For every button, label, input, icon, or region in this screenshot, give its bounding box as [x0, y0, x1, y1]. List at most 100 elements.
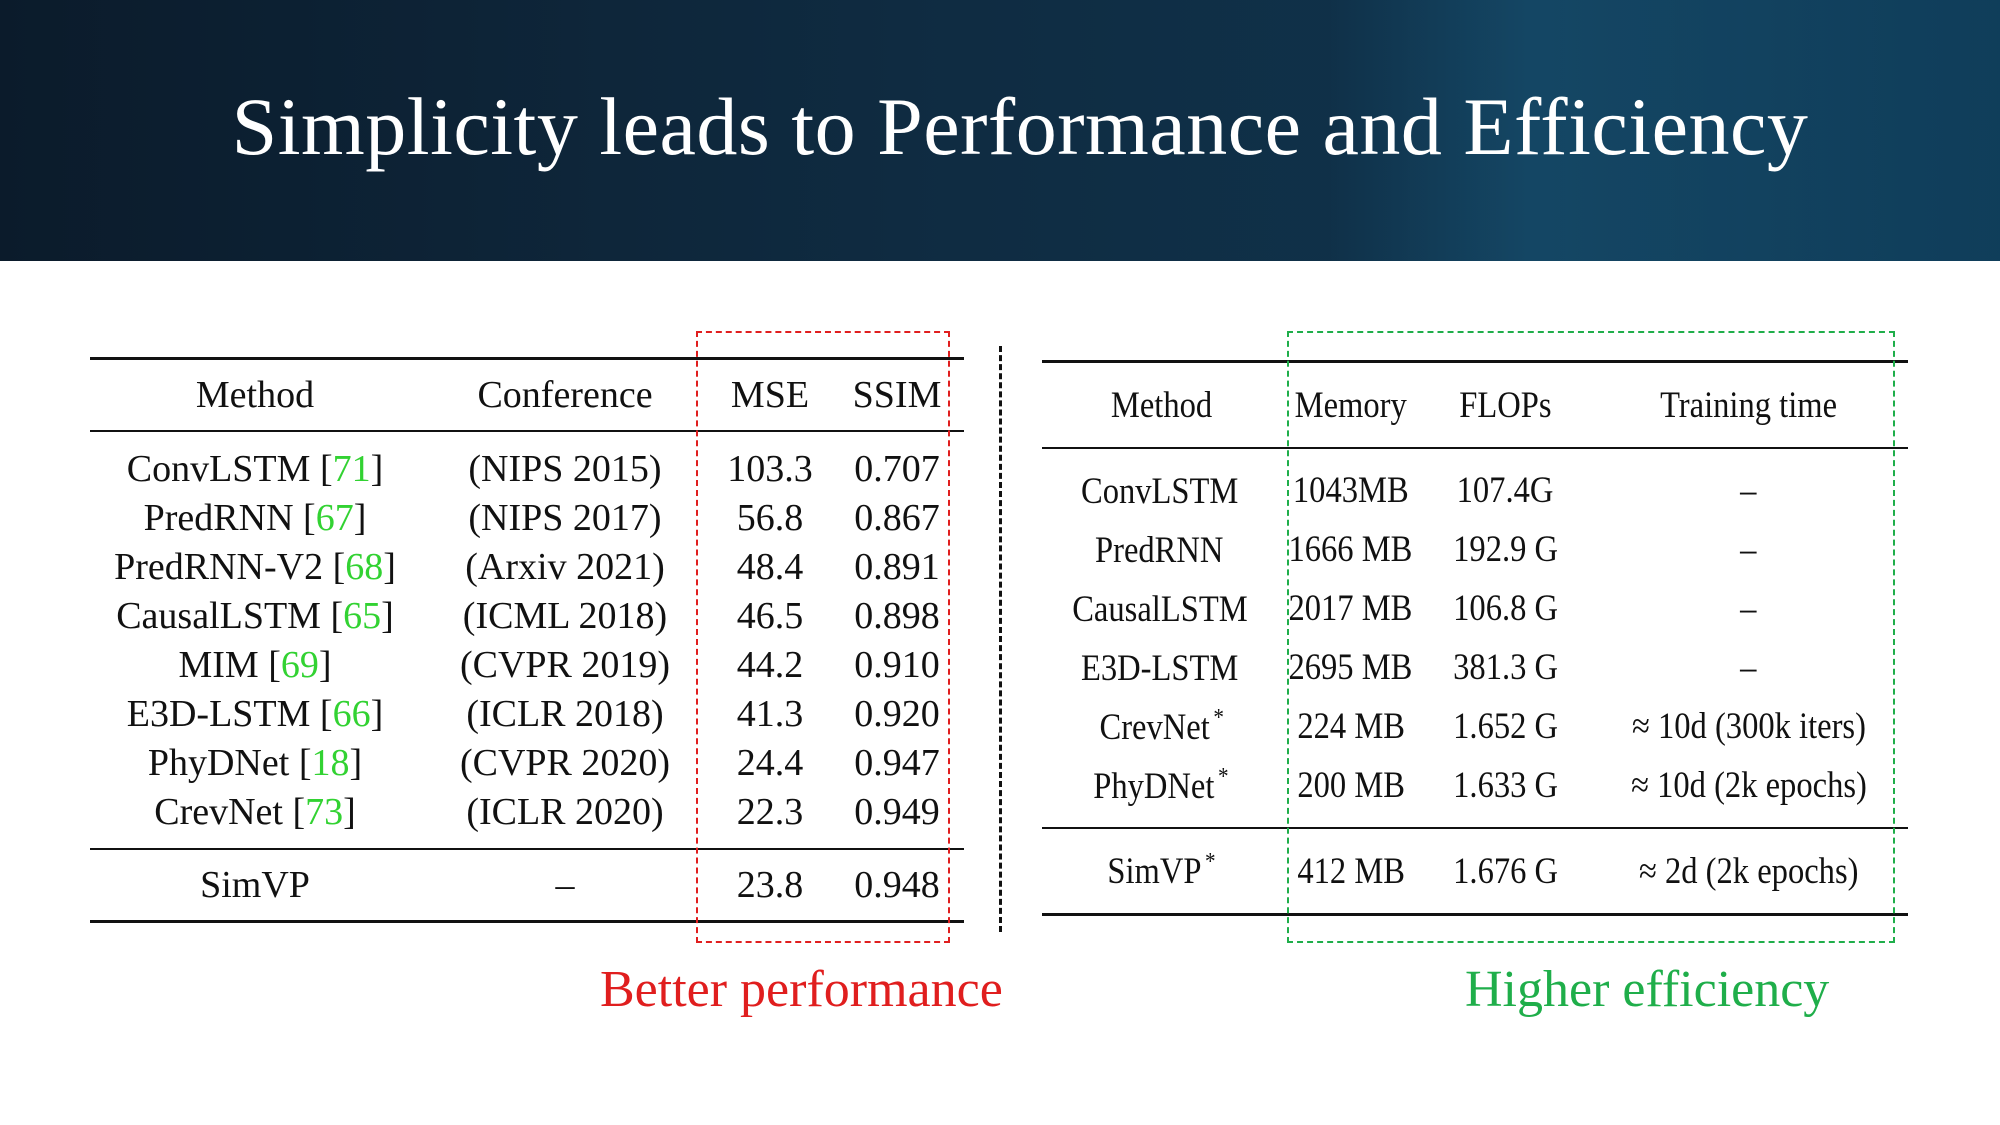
citation-ref[interactable]: 66	[332, 692, 371, 735]
table-row: CrevNet [73] (ICLR 2020) 22.3 0.949	[90, 787, 964, 849]
header-flops: FLOPs	[1421, 360, 1590, 449]
method-name: MIM	[178, 643, 259, 686]
method-cell: SimVP *	[1042, 827, 1281, 916]
conference-cell: (ICLR 2018)	[466, 692, 664, 735]
conference-cell: (ICLR 2020)	[466, 790, 664, 833]
method-cell: PredRNN-V2 [68]	[114, 545, 396, 588]
flops-cell: 106.8 G	[1452, 588, 1558, 629]
asterisk-marker: *	[1218, 763, 1229, 790]
performance-table: Method Conference MSE SSIM ConvLSTM [71]…	[90, 357, 964, 923]
table-row: PredRNN 1666 MB 192.9 G –	[1042, 520, 1908, 579]
method-cell: PredRNN [67]	[143, 496, 367, 539]
method-cell: E3D-LSTM	[1042, 638, 1280, 697]
ssim-cell: 0.910	[854, 643, 940, 686]
mse-cell: 41.3	[736, 692, 804, 735]
method-name: SimVP	[1107, 851, 1202, 892]
simvp-row: SimVP –23.8 0.948	[90, 848, 964, 923]
header-method: Method	[90, 357, 420, 432]
memory-cell: 200 MB	[1297, 765, 1405, 806]
method-cell: CrevNet *	[1042, 697, 1280, 756]
table-row: E3D-LSTM 2695 MB 381.3 G –	[1042, 638, 1908, 697]
ssim-cell: 0.920	[854, 692, 940, 735]
flops-cell: 1.633 G	[1452, 765, 1558, 806]
flops-cell: 1.676 G	[1421, 827, 1590, 916]
method-cell: MIM [69]	[178, 643, 332, 686]
ssim-cell: 0.949	[854, 790, 940, 833]
method-name: PredRNN-V2	[114, 545, 324, 588]
method-name: ConvLSTM	[126, 447, 311, 490]
mse-cell: 48.4	[736, 545, 804, 588]
training-time-cell: –	[1740, 529, 1757, 570]
method-name: CausalLSTM	[116, 594, 321, 637]
mse-cell: 56.8	[736, 496, 804, 539]
conference-cell: (CVPR 2020)	[459, 741, 671, 784]
table-row: MIM [69] (CVPR 2019) 44.2 0.910	[90, 640, 964, 689]
memory-cell: 2017 MB	[1288, 588, 1413, 629]
citation-ref[interactable]: 65	[343, 594, 382, 637]
method-cell: PhyDNet *	[1042, 756, 1280, 828]
mse-cell: 23.8	[710, 848, 830, 923]
ssim-cell: 0.947	[854, 741, 940, 784]
efficiency-highlight-box	[1287, 331, 1895, 943]
table-row: CrevNet * 224 MB 1.652 G ≈ 10d (300k iters)	[1042, 697, 1908, 756]
method-name: CrevNet	[154, 790, 283, 833]
method-name: E3D-LSTM	[126, 692, 311, 735]
training-time-cell: ≈ 10d (2k epochs)	[1630, 765, 1867, 806]
conference-cell: (CVPR 2019)	[459, 643, 671, 686]
ssim-cell: 0.867	[854, 496, 940, 539]
citation-ref[interactable]: 69	[280, 643, 319, 686]
table-divider	[999, 346, 1002, 932]
table-row: CausalLSTM [65] (ICML 2018) 46.5 0.898	[90, 591, 964, 640]
method-name: CausalLSTM	[1071, 588, 1248, 630]
training-time-cell: ≈ 2d (2k epochs)	[1589, 827, 1908, 916]
conference-cell: (NIPS 2017)	[468, 496, 662, 539]
slide-title: Simplicity leads to Performance and Effi…	[231, 81, 1809, 172]
method-name: PhyDNet	[1093, 765, 1215, 807]
conference-cell: –	[420, 848, 710, 923]
training-time-cell: –	[1740, 647, 1757, 688]
method-cell: CrevNet [73]	[154, 790, 356, 833]
ssim-cell: 0.891	[854, 545, 940, 588]
mse-cell: 24.4	[736, 741, 804, 784]
training-time-cell: ≈ 10d (300k iters)	[1631, 706, 1866, 747]
method-name: PhyDNet	[147, 741, 290, 784]
method-name: PredRNN	[1095, 529, 1224, 571]
table-row: PhyDNet [18] (CVPR 2020) 24.4 0.947	[90, 738, 964, 787]
asterisk-marker: *	[1204, 849, 1216, 875]
memory-cell: 2695 MB	[1288, 647, 1413, 688]
mse-cell: 103.3	[727, 447, 813, 490]
flops-cell: 192.9 G	[1452, 529, 1558, 570]
simvp-row: SimVP * 412 MB 1.676 G ≈ 2d (2k epochs)	[1042, 827, 1908, 916]
mse-cell: 44.2	[736, 643, 804, 686]
citation-ref[interactable]: 73	[305, 790, 344, 833]
memory-cell: 1666 MB	[1288, 529, 1413, 570]
citation-ref[interactable]: 18	[311, 741, 350, 784]
table-row: PredRNN [67] (NIPS 2017) 56.8 0.867	[90, 493, 964, 542]
table-row: ConvLSTM [71] (NIPS 2015) 103.3 0.707	[90, 431, 964, 493]
mse-cell: 22.3	[736, 790, 804, 833]
method-cell: E3D-LSTM [66]	[126, 692, 384, 735]
efficiency-header-row: Method Memory FLOPs Training time	[1042, 360, 1908, 449]
flops-cell: 1.652 G	[1452, 706, 1558, 747]
flops-cell: 107.4G	[1456, 470, 1554, 511]
table-row: PredRNN-V2 [68] (Arxiv 2021) 48.4 0.891	[90, 542, 964, 591]
header-method: Method	[1042, 360, 1281, 449]
method-name: PredRNN	[143, 496, 294, 539]
method-cell: ConvLSTM	[1042, 448, 1280, 520]
citation-ref[interactable]: 68	[345, 545, 384, 588]
performance-highlight-box	[696, 331, 950, 943]
table-row: CausalLSTM 2017 MB 106.8 G –	[1042, 579, 1908, 638]
memory-cell: 224 MB	[1297, 706, 1405, 747]
method-cell: PredRNN	[1042, 520, 1280, 579]
asterisk-marker: *	[1212, 704, 1224, 731]
citation-ref[interactable]: 67	[315, 496, 354, 539]
conference-cell: (Arxiv 2021)	[465, 545, 665, 588]
performance-header-row: Method Conference MSE SSIM	[90, 357, 964, 432]
method-name: E3D-LSTM	[1080, 647, 1239, 689]
header-ssim: SSIM	[830, 357, 964, 432]
method-cell: PhyDNet [18]	[147, 741, 363, 784]
citation-ref[interactable]: 71	[332, 447, 371, 490]
table-row: ConvLSTM 1043MB 107.4G –	[1042, 448, 1908, 520]
header-training-time: Training time	[1589, 360, 1908, 449]
method-cell: SimVP	[90, 848, 420, 923]
